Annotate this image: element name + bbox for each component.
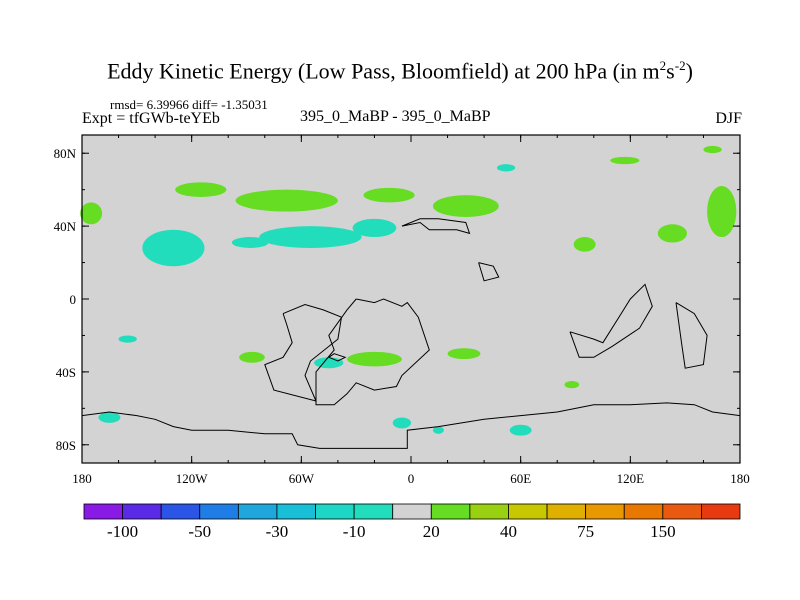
colorbar-segment [199,503,239,520]
colorbar-segment [353,503,394,520]
colorbar: -100 -50 -30 -10 20 40 75 150 [83,503,741,541]
coastline-5 [675,302,708,369]
plot-area [82,135,740,463]
colorbar-segment [122,503,162,520]
colorbar-label: -100 [107,522,138,541]
energy-region-positive [239,351,265,363]
y-tick-label: 40S [56,365,76,380]
colorbar-segment [315,503,355,520]
colorbar-segment [392,503,432,520]
energy-region-negative [496,164,516,172]
axes: 180 120W 60W 0 60E 120E 180 80N 40N 0 40S 80S [54,135,750,486]
coastline-7 [478,262,500,282]
coastline-6 [328,353,347,362]
energy-region-positive [707,186,737,238]
energy-region-positive [175,182,227,197]
energy-region-negative [392,417,411,429]
colorbar-label: 150 [650,522,676,541]
colorbar-label: -10 [343,522,366,541]
experiment-label: Expt = tfGWb-teYEb [82,110,220,127]
title-superscript-1: 2 [659,58,667,73]
energy-region-negative [98,411,121,423]
colorbar-segment [585,503,625,520]
coastline-3 [401,218,471,235]
x-tick-label: 0 [408,471,415,486]
coastlines [81,218,741,449]
energy-region-negative [314,357,344,369]
colorbar-segment [701,503,741,520]
colorbar-segment [508,503,548,520]
energy-region-positive [432,195,499,217]
colorbar-segment [276,503,316,520]
colorbar-segment [546,503,587,520]
season-label: DJF [715,110,742,127]
coastline-2 [264,303,343,402]
y-tick-label: 80N [54,146,77,161]
comparison-label: 395_0_MaBP - 395_0_MaBP [300,108,491,125]
title-superscript-2: -2 [674,58,686,73]
y-tick-label: 40N [54,219,77,234]
x-tick-label: 60E [510,471,531,486]
energy-region-negative [432,426,444,434]
energy-region-negative [509,424,532,436]
y-tick-label: 0 [70,292,77,307]
x-tick-label: 180 [72,471,92,486]
chart-title: Eddy Kinetic Energy (Low Pass, Bloomfiel… [0,58,800,84]
title-mid: s [666,58,675,84]
coastline-0 [81,402,741,449]
colorbar-segment [623,503,664,520]
colorbar-label: 40 [500,522,517,541]
energy-region-positive [564,381,580,389]
colorbar-label: 20 [423,522,440,541]
colorbar-segment [469,503,509,520]
energy-region-positive [80,202,103,225]
energy-region-negative [142,229,205,267]
colorbar-segment [83,503,123,520]
energy-region-negative [259,226,362,248]
x-tick-label: 120E [617,471,645,486]
title-end: ) [685,58,693,84]
energy-region-positive [610,156,640,165]
energy-region-positive [235,189,338,212]
x-tick-label: 120W [176,471,209,486]
colorbar-segment [160,503,201,520]
colorbar-segment [237,503,278,520]
colorbar-label: -30 [266,522,289,541]
stats-label: rmsd= 6.39966 diff= -1.35031 [110,97,268,112]
colorbar-label: -50 [188,522,211,541]
energy-regions [80,145,737,436]
coastline-1 [315,298,430,406]
energy-region-negative [231,237,269,248]
energy-region-positive [447,348,481,360]
energy-region-positive [657,224,687,243]
energy-region-negative [352,218,397,238]
energy-region-positive [363,187,415,203]
energy-region-positive [573,237,596,252]
x-tick-label: 180 [730,471,750,486]
energy-region-positive [347,351,402,367]
energy-region-negative [118,335,137,343]
energy-region-positive [703,145,722,154]
colorbar-label: 75 [577,522,594,541]
title-main: Eddy Kinetic Energy (Low Pass, Bloomfiel… [107,58,660,84]
colorbar-segment [430,503,471,520]
coastline-4 [569,283,653,358]
x-tick-label: 60W [289,471,315,486]
y-tick-label: 80S [56,438,76,453]
colorbar-segment [662,503,702,520]
